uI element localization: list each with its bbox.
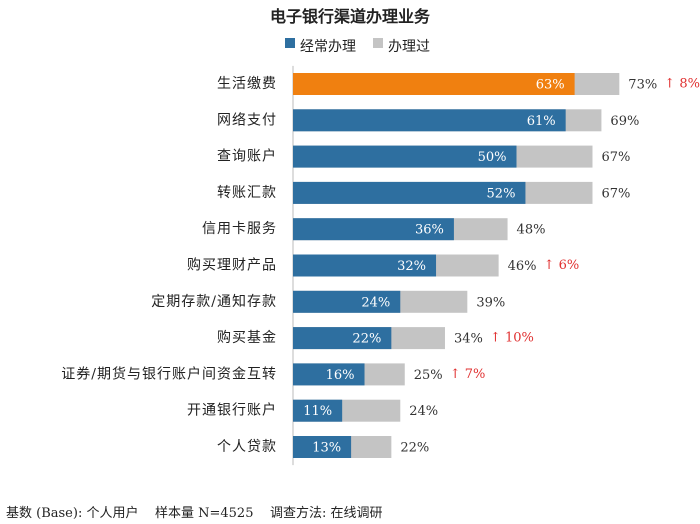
- bar-frequent: [293, 290, 401, 313]
- data-label-done: 48%: [517, 223, 546, 238]
- data-label-done: 24%: [409, 404, 438, 419]
- bar-frequent: [293, 145, 517, 168]
- data-label-frequent: 50%: [478, 150, 507, 165]
- data-label-frequent: 22%: [352, 332, 381, 347]
- data-label-frequent: 13%: [312, 441, 341, 456]
- legend-label-frequent: 经常办理: [300, 39, 356, 55]
- bar-frequent: [293, 181, 526, 204]
- category-label: 购买基金: [217, 329, 277, 346]
- bar-frequent: [293, 254, 437, 277]
- data-label-done: 69%: [610, 114, 639, 129]
- data-label-frequent: 63%: [536, 78, 565, 93]
- legend-label-done: 办理过: [388, 39, 430, 55]
- category-label: 查询账户: [217, 148, 277, 165]
- footer-note: 基数 (Base): 个人用户 样本量 N=4525 调查方法: 在线调研: [6, 506, 383, 521]
- growth-annotation: ↑ 6%: [544, 258, 580, 273]
- data-label-frequent: 36%: [415, 223, 444, 238]
- growth-annotation: ↑ 8%: [664, 77, 700, 92]
- legend-swatch-done: [373, 38, 383, 48]
- chart-title: 电子银行渠道办理业务: [270, 7, 431, 26]
- data-label-frequent: 52%: [487, 186, 516, 201]
- data-label-done: 67%: [601, 150, 630, 165]
- category-label: 开通银行账户: [187, 402, 277, 419]
- data-label-done: 73%: [628, 78, 657, 93]
- category-label: 购买理财产品: [187, 258, 277, 274]
- legend-swatch-frequent: [285, 38, 295, 48]
- bar-frequent: [293, 436, 352, 458]
- category-label: 信用卡服务: [202, 221, 277, 237]
- category-label: 生活缴费: [217, 76, 277, 92]
- data-label-done: 22%: [400, 441, 429, 456]
- growth-annotation: ↑ 10%: [490, 331, 534, 346]
- data-label-frequent: 24%: [361, 295, 390, 310]
- category-label: 网络支付: [217, 112, 277, 128]
- data-label-frequent: 32%: [397, 259, 426, 274]
- data-label-done: 46%: [508, 259, 537, 274]
- data-label-done: 39%: [476, 295, 505, 310]
- bar-frequent: [293, 363, 365, 386]
- data-label-done: 25%: [414, 368, 443, 383]
- data-label-done: 67%: [601, 186, 630, 201]
- category-label: 定期存款/通知存款: [151, 293, 277, 310]
- bar-frequent: [293, 73, 575, 95]
- bar-frequent: [293, 109, 566, 132]
- data-label-frequent: 61%: [527, 114, 556, 129]
- data-label-done: 34%: [454, 332, 483, 347]
- bar-frequent: [293, 327, 392, 350]
- bar-frequent: [293, 399, 343, 422]
- growth-annotation: ↑ 7%: [450, 367, 486, 382]
- data-label-frequent: 11%: [303, 404, 332, 419]
- category-label: 个人贷款: [217, 439, 277, 455]
- data-label-frequent: 16%: [326, 368, 355, 383]
- bar-frequent: [293, 218, 454, 241]
- category-label: 转账汇款: [217, 185, 277, 201]
- category-label: 证券/期货与银行账户间资金互转: [61, 365, 277, 382]
